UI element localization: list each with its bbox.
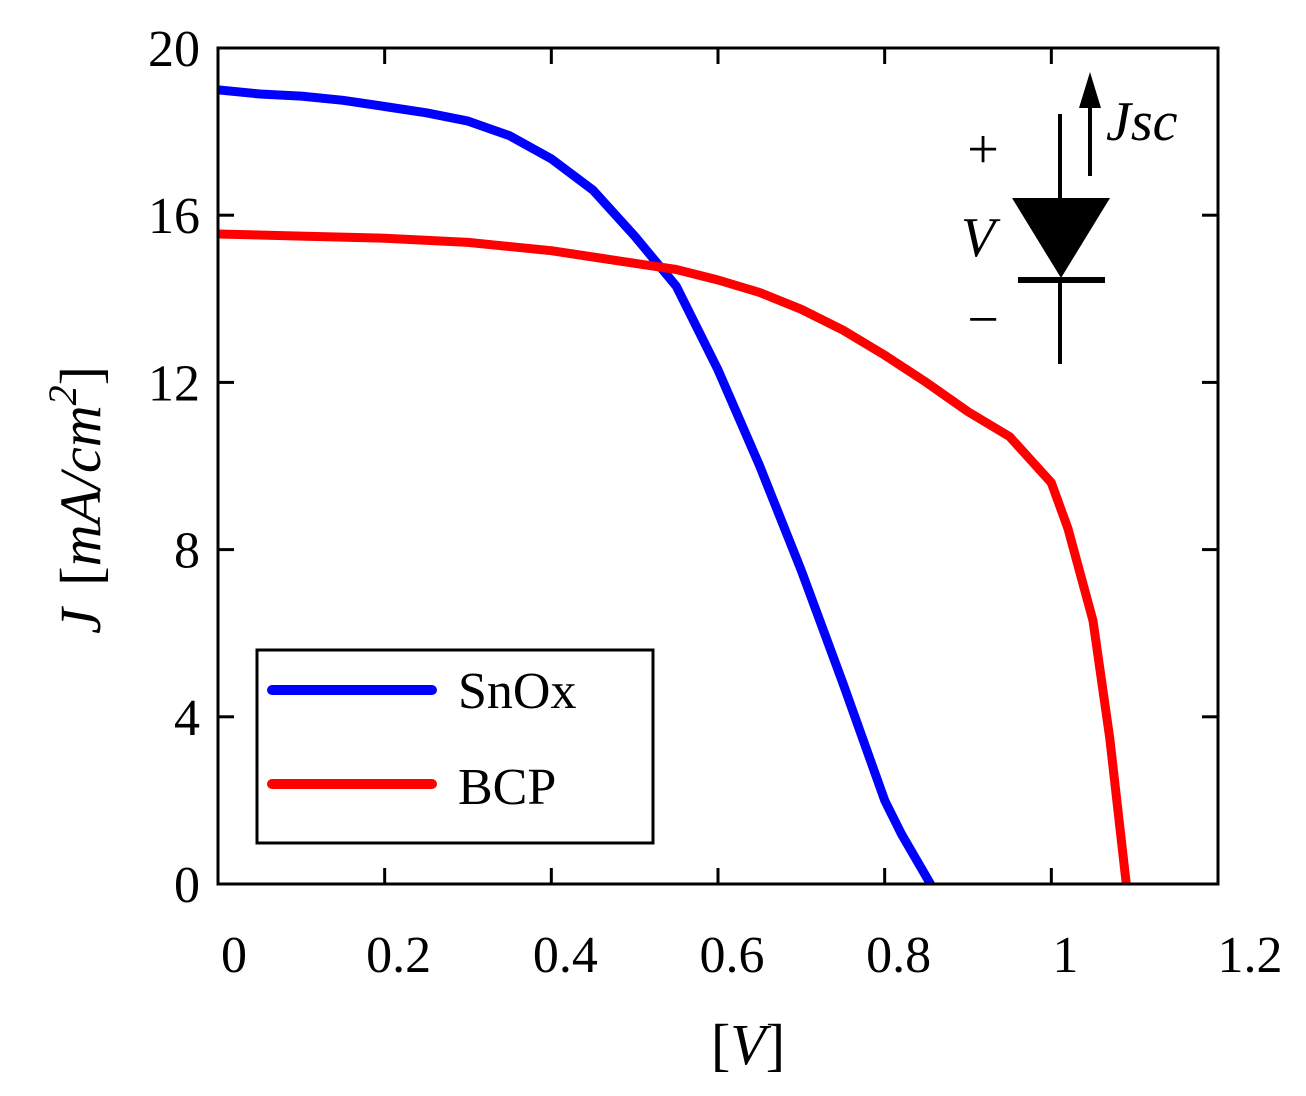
y-axis-title-j: J (48, 605, 113, 634)
inset-current-label: Jsc (1106, 91, 1178, 153)
current-arrow-head (1079, 72, 1101, 108)
y-tick-label-4: 16 (148, 188, 200, 245)
y-axis-title-sup: 2 (40, 385, 85, 405)
y-tick-label-3: 12 (148, 355, 200, 412)
y-axis-title-unit: mA/cm (48, 405, 113, 566)
y-axis-title-close: ] (48, 366, 113, 385)
y-tick-label-5: 20 (148, 21, 200, 78)
x-tick-label-1: 0.2 (366, 927, 431, 984)
y-tick-label-2: 8 (174, 523, 200, 580)
x-axis-title: [V] (711, 1012, 785, 1077)
inset-diode-schematic: + V − Jsc (961, 72, 1178, 364)
ticks-layer: 0 0.2 0.4 0.6 0.8 1 1.2 0 4 8 12 16 20 (148, 21, 1283, 984)
x-tick-label-6: 1.2 (1218, 927, 1283, 984)
x-tick-label-4: 0.8 (866, 927, 931, 984)
inset-plus-sign: + (967, 119, 999, 181)
legend-label-bcp: BCP (458, 759, 556, 816)
y-axis-title: J [mA/cm2] (40, 366, 113, 634)
diode-triangle (1012, 198, 1110, 278)
x-tick-label-3: 0.6 (700, 927, 765, 984)
series-layer (218, 85, 1131, 884)
legend-box (255, 648, 655, 845)
x-tick-label-0: 0 (221, 927, 247, 984)
y-tick-label-0: 0 (174, 857, 200, 914)
series-line-bcp (218, 229, 1131, 884)
x-tick-label-5: 1 (1052, 927, 1078, 984)
series-line-snox (218, 85, 935, 884)
inset-current-j: J (1106, 91, 1134, 153)
inset-current-sub: sc (1131, 91, 1178, 153)
x-tick-label-2: 0.4 (533, 927, 598, 984)
legend-label-snox: SnOx (458, 663, 576, 720)
y-axis-title-open: [ (48, 566, 113, 585)
inset-voltage-label: V (961, 207, 1001, 269)
inset-minus-sign: − (967, 289, 999, 351)
x-axis-title-text: V (730, 1012, 772, 1077)
y-tick-label-1: 4 (174, 690, 200, 747)
legend: SnOx BCP (255, 648, 655, 845)
